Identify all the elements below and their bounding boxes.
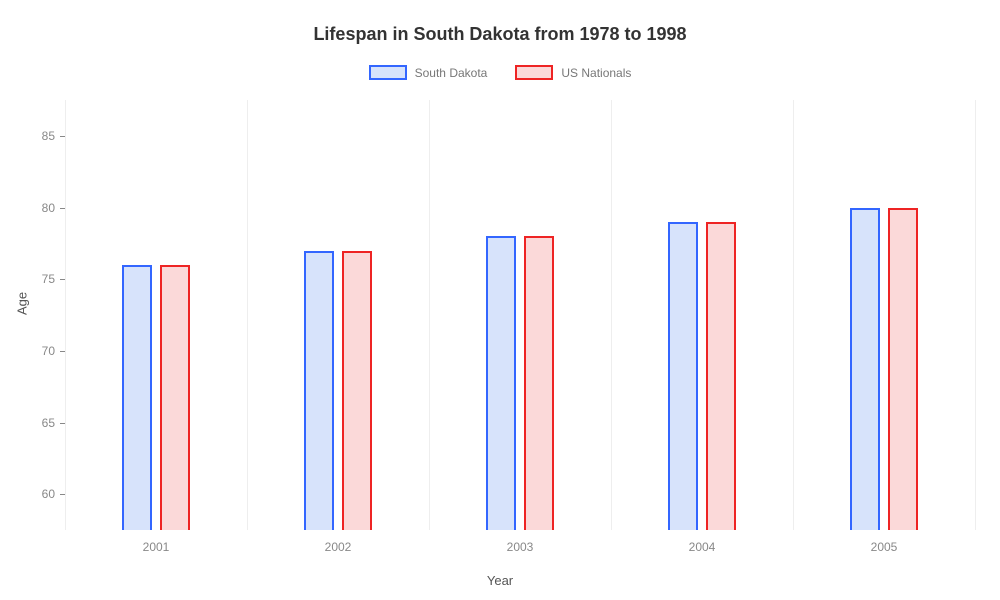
x-tick-label: 2003	[507, 540, 534, 554]
gridline-v	[975, 100, 976, 530]
x-tick-label: 2004	[689, 540, 716, 554]
y-tick-mark	[60, 279, 65, 280]
bar-south-dakota-2001	[122, 265, 152, 530]
chart-title: Lifespan in South Dakota from 1978 to 19…	[0, 0, 1000, 45]
legend: South Dakota US Nationals	[0, 65, 1000, 80]
chart-container: Lifespan in South Dakota from 1978 to 19…	[0, 0, 1000, 600]
gridline-v	[429, 100, 430, 530]
bar-south-dakota-2002	[304, 251, 334, 531]
bar-us-nationals-2001	[160, 265, 190, 530]
bar-south-dakota-2003	[486, 236, 516, 530]
bar-us-nationals-2003	[524, 236, 554, 530]
y-tick-label: 85	[42, 129, 55, 143]
y-tick-label: 80	[42, 201, 55, 215]
gridline-v	[247, 100, 248, 530]
y-axis-title: Age	[15, 292, 30, 315]
x-tick-label: 2002	[325, 540, 352, 554]
y-tick-mark	[60, 136, 65, 137]
y-tick-mark	[60, 423, 65, 424]
legend-label-us-nationals: US Nationals	[561, 66, 631, 80]
bar-us-nationals-2002	[342, 251, 372, 531]
bar-us-nationals-2004	[706, 222, 736, 530]
y-tick-label: 60	[42, 487, 55, 501]
y-tick-label: 70	[42, 344, 55, 358]
legend-item-us-nationals: US Nationals	[515, 65, 631, 80]
y-tick-mark	[60, 494, 65, 495]
y-tick-mark	[60, 351, 65, 352]
y-tick-mark	[60, 208, 65, 209]
legend-swatch-south-dakota	[369, 65, 407, 80]
y-tick-label: 75	[42, 272, 55, 286]
bar-south-dakota-2005	[850, 208, 880, 531]
bar-south-dakota-2004	[668, 222, 698, 530]
x-tick-label: 2005	[871, 540, 898, 554]
gridline-v	[611, 100, 612, 530]
plot-area: 60657075808520012002200320042005	[65, 100, 975, 530]
x-tick-label: 2001	[143, 540, 170, 554]
y-tick-label: 65	[42, 416, 55, 430]
gridline-v	[793, 100, 794, 530]
legend-swatch-us-nationals	[515, 65, 553, 80]
bar-us-nationals-2005	[888, 208, 918, 531]
gridline-v	[65, 100, 66, 530]
legend-item-south-dakota: South Dakota	[369, 65, 488, 80]
legend-label-south-dakota: South Dakota	[415, 66, 488, 80]
x-axis-title: Year	[487, 573, 513, 588]
